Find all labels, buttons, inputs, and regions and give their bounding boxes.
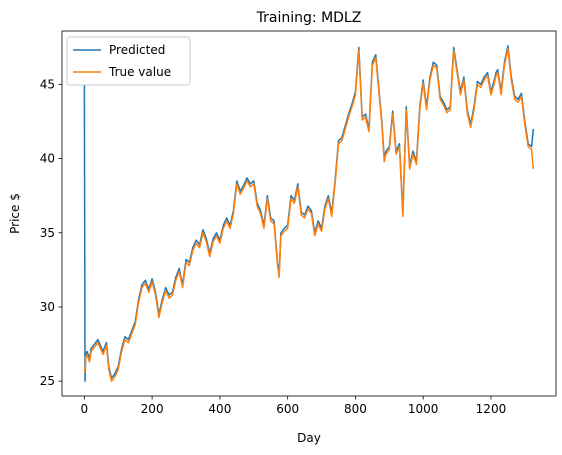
x-tick-label: 0 (81, 402, 89, 416)
plot-area (83, 45, 535, 382)
x-axis-label: Day (297, 431, 321, 445)
y-axis-label: Price $ (8, 193, 22, 234)
x-tick-label: 1200 (476, 402, 507, 416)
x-tick-label: 200 (141, 402, 164, 416)
x-axis: 0 200 400 600 800 1000 1200 (81, 396, 507, 416)
plot-frame (61, 30, 557, 397)
y-tick-label: 45 (40, 77, 55, 91)
y-tick-label: 30 (40, 300, 55, 314)
chart-title: Training: MDLZ (256, 10, 362, 26)
x-tick-label: 400 (208, 402, 231, 416)
legend-label: Predicted (109, 43, 165, 57)
legend-label: True value (108, 65, 171, 79)
legend-box (66, 36, 191, 86)
x-tick-label: 1000 (408, 402, 439, 416)
x-tick-label: 600 (276, 402, 299, 416)
y-axis: 25 30 35 40 45 (40, 77, 62, 388)
y-tick-label: 40 (40, 152, 55, 166)
y-tick-label: 25 (40, 374, 55, 388)
y-tick-label: 35 (40, 226, 55, 240)
legend: Predicted True value (66, 36, 191, 86)
series-line-true-value (83, 48, 535, 382)
x-tick-label: 800 (344, 402, 367, 416)
